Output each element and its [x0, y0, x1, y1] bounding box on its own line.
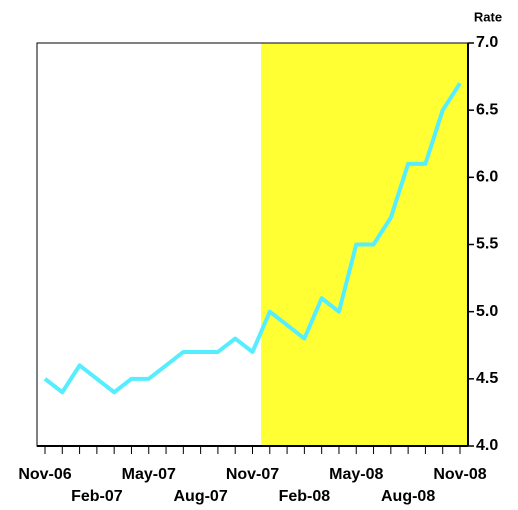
x-tick-label: May-08 — [329, 466, 383, 483]
x-tick-label: Feb-08 — [279, 488, 331, 505]
y-axis-label: Rate — [474, 9, 502, 24]
y-tick-label: 4.0 — [476, 437, 498, 454]
y-tick-label: 7.0 — [476, 34, 498, 51]
y-tick-label: 5.0 — [476, 303, 498, 320]
y-tick-label: 6.5 — [476, 101, 498, 118]
x-tick-label: Nov-07 — [226, 466, 279, 483]
x-tick-label: Aug-08 — [381, 488, 435, 505]
x-tick-label: May-07 — [122, 466, 176, 483]
y-tick-label: 6.0 — [476, 169, 498, 186]
x-tick-label: Feb-07 — [71, 488, 123, 505]
data-line — [43, 82, 462, 395]
y-tick-label: 5.5 — [476, 236, 498, 253]
x-tick-label: Nov-06 — [18, 466, 71, 483]
x-tick-label: Nov-08 — [433, 466, 486, 483]
x-tick-label: Aug-07 — [174, 488, 228, 505]
y-tick-label: 4.5 — [476, 370, 498, 387]
